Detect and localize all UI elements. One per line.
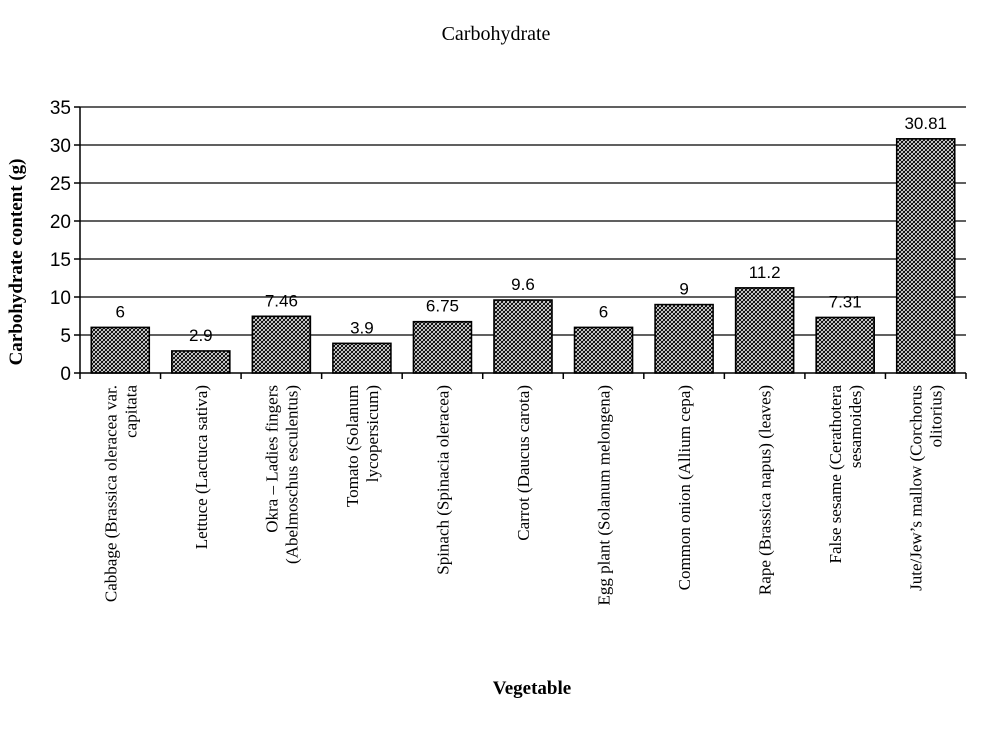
x-tick-label: Cabbage (Brassica oleracea var. capitata [101, 385, 140, 603]
data-label: 3.9 [350, 318, 374, 337]
y-tick-label: 25 [50, 174, 71, 195]
x-tick-label-line: olitorius) [927, 385, 946, 447]
x-tick-label: Tomato (Solanum lycopersicum) [343, 385, 382, 507]
y-tick-label: 0 [60, 364, 71, 385]
data-label: 6 [116, 302, 125, 321]
bar [332, 342, 392, 374]
bar [895, 138, 956, 374]
bar [815, 316, 875, 374]
x-tick-label-line: Spinach (Spinacia oleracea) [433, 385, 452, 575]
x-tick-label: False sesame (Cerathotera sesamoides) [826, 385, 865, 564]
y-tick-label: 15 [50, 250, 71, 271]
x-tick-label-line: Tomato (Solanum [343, 385, 362, 507]
bar [171, 350, 231, 374]
data-label: 9.6 [511, 275, 535, 294]
x-tick-label-line: capitata [121, 385, 140, 438]
bar [412, 320, 473, 374]
category-labels: Cabbage (Brassica oleracea var. capitata L… [101, 385, 945, 606]
data-label: 9 [679, 280, 688, 299]
y-tick-label: 35 [50, 98, 71, 119]
x-tick-label-line: (Abelmoschus esculentus) [282, 385, 301, 564]
bar [734, 287, 795, 374]
x-tick-label-line: Rape (Brassica napus) (leaves) [756, 385, 775, 595]
y-tick-label: 5 [60, 326, 71, 347]
data-label: 2.9 [189, 326, 213, 345]
x-axis-label: Vegetable [493, 678, 571, 699]
data-label: 6.75 [426, 297, 459, 316]
x-tick-label-line: Carrot (Daucus carota) [514, 385, 533, 541]
x-tick-label-line: lycopersicum) [363, 385, 382, 482]
x-tick-label: Lettuce (Lactuca sativa) [192, 385, 211, 549]
data-label: 6 [599, 302, 608, 321]
data-labels: 6 2.9 7.46 3.9 6.75 9.6 6 9 11.2 7.31 30.81 [116, 114, 947, 345]
bar [90, 326, 151, 374]
y-tick-label: 20 [50, 212, 71, 233]
axes [79, 107, 967, 379]
x-tick-label-line: sesamoides) [846, 385, 865, 468]
x-tick-label: Carrot (Daucus carota) [514, 385, 533, 541]
x-tick-label: Okra – Ladies fingers (Abelmoschus escule… [262, 385, 301, 564]
x-tick-label: Rape (Brassica napus) (leaves) [756, 385, 775, 595]
y-axis-label: Carbohydrate content (g) [6, 159, 27, 366]
x-tick-label-line: Okra – Ladies fingers [262, 385, 281, 533]
x-tick-label: Egg plant (Solanum melongena) [595, 385, 614, 605]
x-tick-label-line: Egg plant (Solanum melongena) [595, 385, 614, 605]
chart-title: Carbohydrate [442, 23, 551, 45]
x-tick-label-line: Lettuce (Lactuca sativa) [192, 385, 211, 549]
bar [251, 315, 312, 374]
bar [654, 303, 714, 374]
data-label: 7.31 [829, 292, 862, 311]
bar [573, 326, 634, 374]
x-tick-label: Spinach (Spinacia oleracea) [433, 385, 452, 575]
x-tick-label-line: False sesame (Cerathotera [826, 385, 845, 564]
x-tick-label: Jute/Jew’s mallow (Corchorus olitorius) [907, 385, 946, 591]
x-tick-label: Common onion (Allium cepa) [675, 385, 694, 590]
data-label: 11.2 [749, 263, 781, 282]
gridlines [80, 106, 966, 336]
y-tick-label: 10 [50, 288, 71, 309]
bars [90, 138, 956, 374]
x-tick-label-line: Common onion (Allium cepa) [675, 385, 694, 590]
y-tick-labels: 0 5 10 15 20 25 30 35 [50, 98, 80, 385]
data-label: 7.46 [265, 291, 298, 310]
bar [493, 299, 553, 374]
x-tick-label-line: Cabbage (Brassica oleracea var. [101, 385, 120, 602]
y-tick-label: 30 [50, 136, 71, 157]
data-label: 30.81 [904, 114, 947, 133]
x-tick-label-line: Jute/Jew’s mallow (Corchorus [907, 385, 926, 591]
